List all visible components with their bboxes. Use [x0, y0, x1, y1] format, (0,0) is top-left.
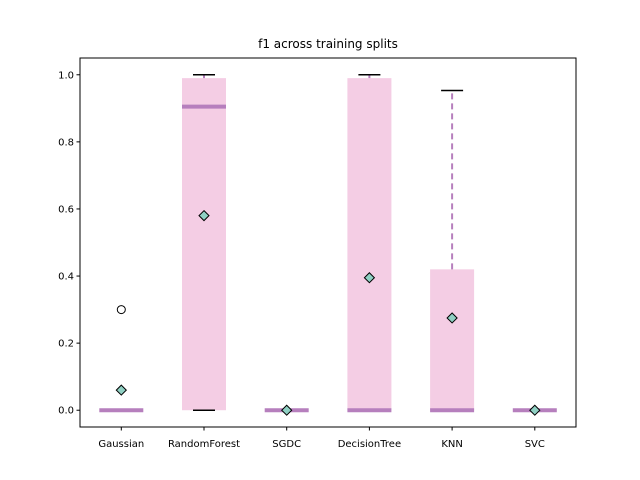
y-tick-label: 0.8 — [58, 137, 74, 148]
x-tick-label: Gaussian — [98, 439, 144, 450]
box-group-decisiontree — [347, 74, 392, 413]
chart-title: f1 across training splits — [258, 37, 398, 51]
y-tick-label: 0.2 — [58, 339, 74, 350]
x-tick-label: KNN — [441, 439, 463, 450]
mean-marker — [363, 272, 376, 284]
box — [347, 78, 392, 411]
mean-marker — [198, 209, 210, 222]
x-tick-label: SGDC — [272, 439, 301, 450]
y-tick-label: 0.0 — [58, 406, 74, 417]
mean-marker — [446, 312, 458, 324]
box — [182, 78, 226, 411]
x-tick-label: DecisionTree — [338, 439, 401, 450]
y-tick-label: 1.0 — [58, 70, 74, 81]
box-group-randomforest — [182, 74, 226, 411]
box — [430, 269, 475, 411]
y-tick-label: 0.6 — [58, 204, 74, 215]
mean-marker — [115, 384, 128, 396]
x-tick-label: SVC — [525, 439, 545, 450]
box-group-svc — [512, 404, 557, 416]
box-group-sgdc — [264, 404, 309, 416]
mean-marker — [280, 404, 293, 416]
mean-marker — [529, 404, 541, 416]
x-tick-label: RandomForest — [168, 439, 240, 450]
box-group-knn — [430, 89, 475, 413]
y-tick-label: 0.4 — [58, 272, 74, 283]
axes: 0.0 0.2 0.4 0.6 0.8 1.0 Gaussian RandomForest SG… — [58, 70, 545, 450]
plot-area — [99, 74, 557, 416]
outlier-point — [116, 305, 126, 315]
plot-frame — [79, 57, 577, 428]
box-group-gaussian — [99, 305, 144, 413]
